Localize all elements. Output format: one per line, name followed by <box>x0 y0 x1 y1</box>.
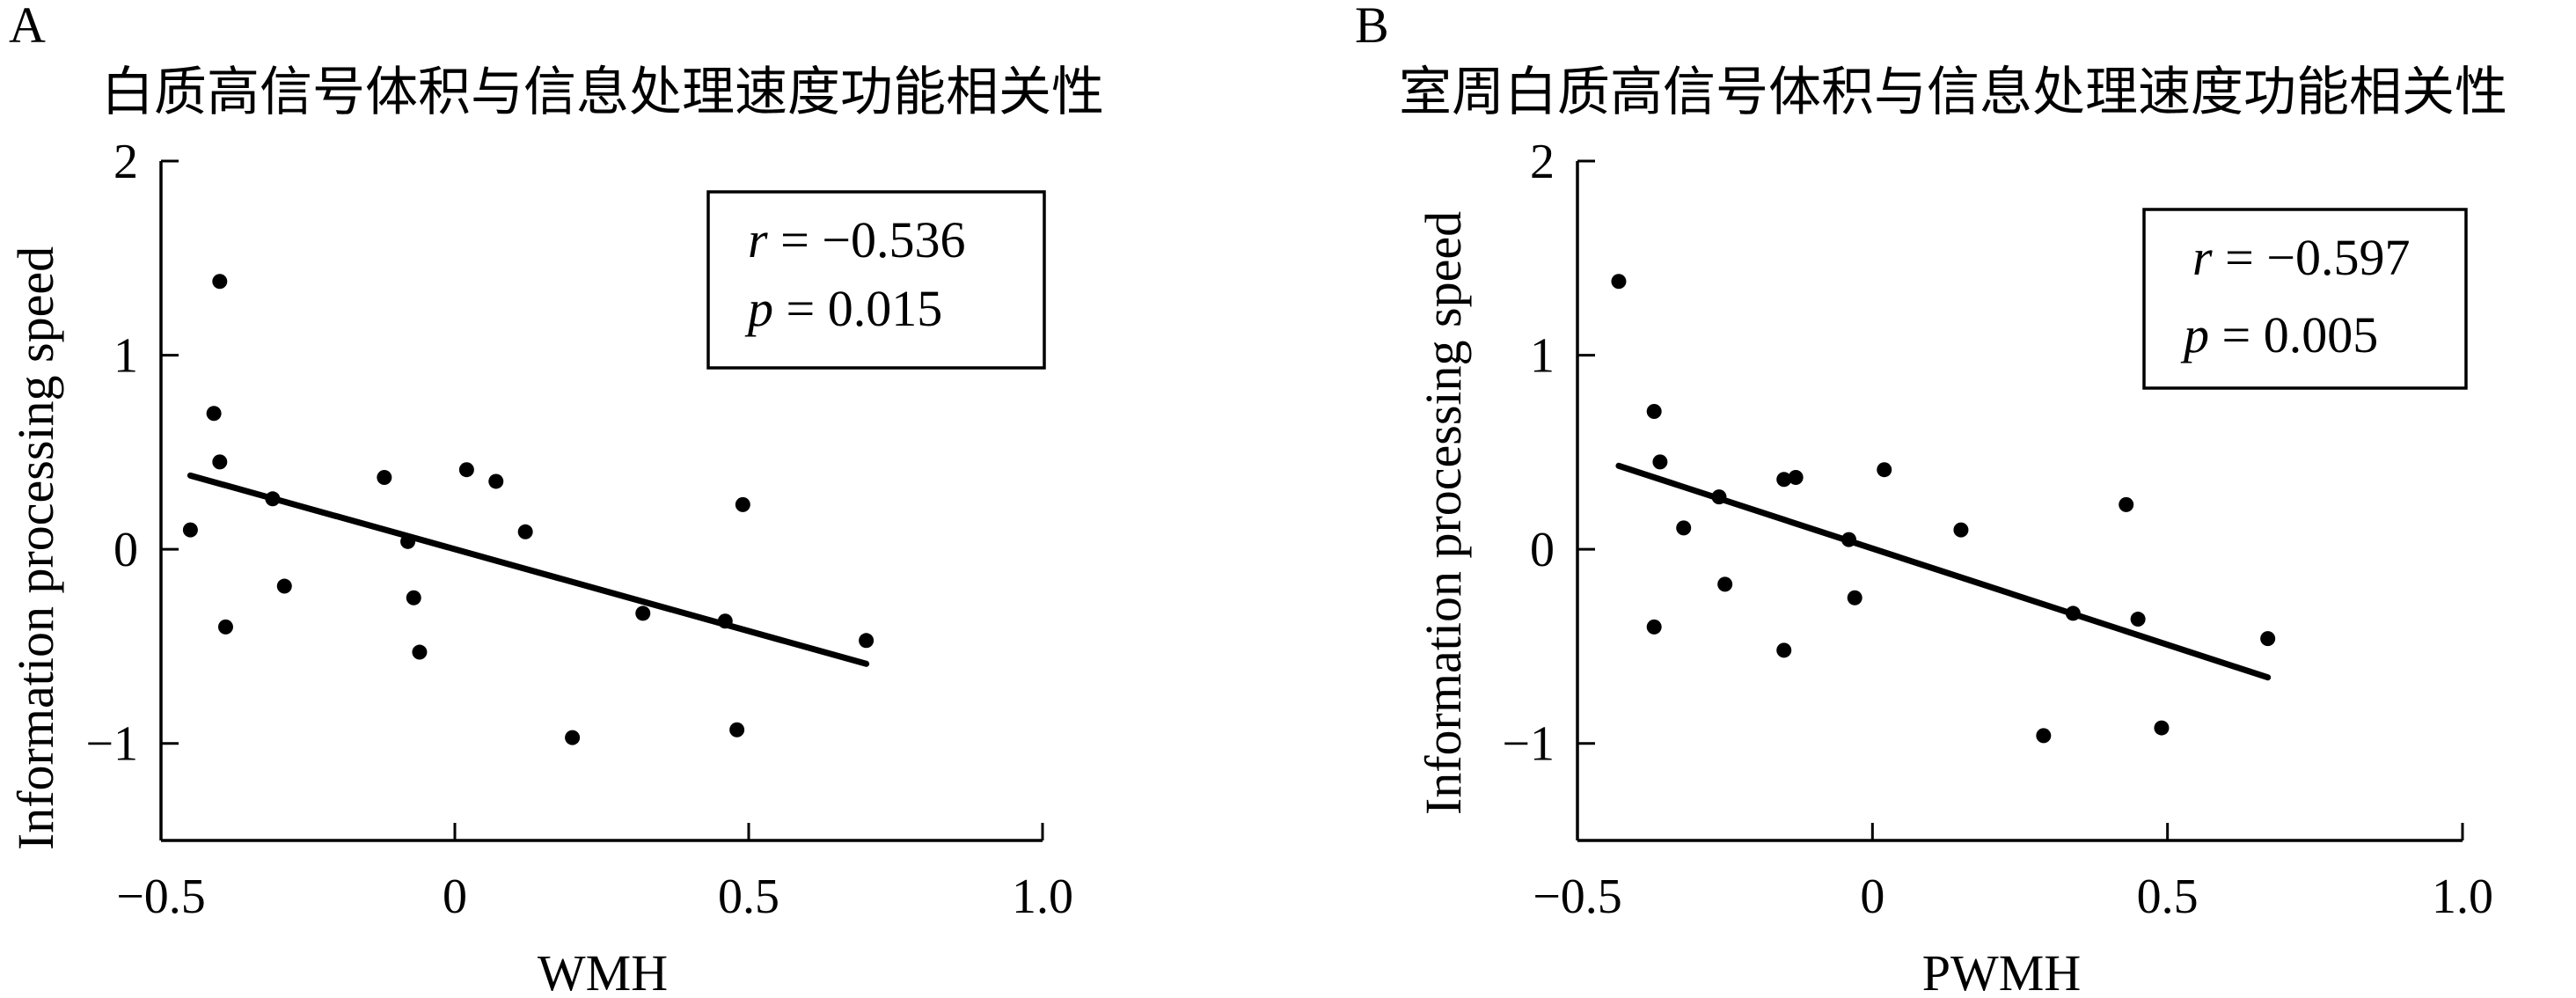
y-axis-title: Information processing speed <box>7 246 64 850</box>
data-point <box>458 462 474 478</box>
panel-letter: A <box>9 0 46 54</box>
x-axis-title: WMH <box>538 944 668 998</box>
data-point <box>1676 520 1692 536</box>
y-tick-label: 0 <box>1530 523 1555 577</box>
data-point <box>217 619 233 635</box>
data-point <box>1652 454 1668 470</box>
y-tick-label: 0 <box>113 523 138 577</box>
data-point <box>1646 619 1662 635</box>
regression-line <box>1615 462 2272 681</box>
stat-p: p = 0.015 <box>744 280 942 337</box>
data-point <box>377 470 392 486</box>
data-point <box>1847 590 1862 605</box>
x-tick-label: 0.5 <box>718 870 779 924</box>
data-point <box>635 605 651 621</box>
x-axis-title: PWMH <box>1922 944 2081 998</box>
y-tick-label: 1 <box>113 329 138 384</box>
panel-b: B 室周白质高信号体积与信息处理速度功能相关性 Information proc… <box>1355 0 2507 998</box>
data-point <box>206 406 222 422</box>
data-point <box>212 454 228 470</box>
data-point <box>565 730 581 745</box>
data-point <box>2260 631 2276 647</box>
plot-area: −1 0 1 2 −0.5 0 0.5 1.0 <box>85 135 1073 924</box>
x-tick-label: 0 <box>1860 870 1884 924</box>
chart-title: 室周白质高信号体积与信息处理速度功能相关性 <box>1399 62 2507 123</box>
data-point <box>2154 720 2170 736</box>
data-point <box>2130 612 2146 627</box>
stat-r: r = −0.536 <box>748 211 966 268</box>
stat-r: r = −0.597 <box>2192 229 2411 286</box>
data-point <box>412 644 428 660</box>
stat-p: p = 0.005 <box>2180 306 2378 363</box>
data-point <box>729 722 745 737</box>
panel-a: A 白质高信号体积与信息处理速度功能相关性 Information proces… <box>7 0 1104 998</box>
y-tick-label: 2 <box>113 135 138 189</box>
data-point <box>1841 532 1857 547</box>
x-tick-label: 1.0 <box>1012 870 1073 924</box>
data-point <box>276 578 292 594</box>
plot-area: −1 0 1 2 −0.5 0 0.5 1.0 <box>1502 135 2493 924</box>
x-tick-label: 1.0 <box>2432 870 2493 924</box>
data-point <box>488 473 504 489</box>
regression-line <box>187 472 870 667</box>
data-point <box>1646 404 1662 420</box>
data-point <box>1611 274 1627 290</box>
data-point <box>1717 576 1733 592</box>
y-axis-title: Information processing speed <box>1415 211 1472 815</box>
y-tick-label: 1 <box>1530 329 1555 384</box>
data-point <box>265 491 281 507</box>
data-point <box>717 613 733 629</box>
data-point <box>406 590 421 605</box>
stats-box <box>2142 208 2468 390</box>
data-point <box>1776 472 1792 488</box>
data-point <box>1788 470 1804 486</box>
data-point <box>1776 642 1792 658</box>
chart-title: 白质高信号体积与信息处理速度功能相关性 <box>101 62 1104 123</box>
data-point <box>2065 605 2081 621</box>
data-point <box>735 496 750 512</box>
y-tick-label: −1 <box>85 717 138 772</box>
x-tick-label: 0 <box>443 870 467 924</box>
data-point <box>2036 728 2052 744</box>
data-point <box>182 522 198 538</box>
data-point <box>1711 489 1727 505</box>
data-point <box>212 274 228 290</box>
data-point <box>859 633 875 649</box>
data-point <box>1953 522 1969 538</box>
data-point <box>517 524 533 539</box>
panel-letter: B <box>1355 0 1389 54</box>
y-tick-label: −1 <box>1502 717 1555 772</box>
x-tick-label: −0.5 <box>1533 870 1622 924</box>
y-tick-label: 2 <box>1530 135 1555 189</box>
data-point <box>2119 496 2134 512</box>
data-point <box>400 533 416 549</box>
data-point <box>1877 462 1892 478</box>
stats-box <box>706 190 1046 370</box>
x-tick-label: −0.5 <box>116 870 206 924</box>
x-tick-label: 0.5 <box>2137 870 2199 924</box>
